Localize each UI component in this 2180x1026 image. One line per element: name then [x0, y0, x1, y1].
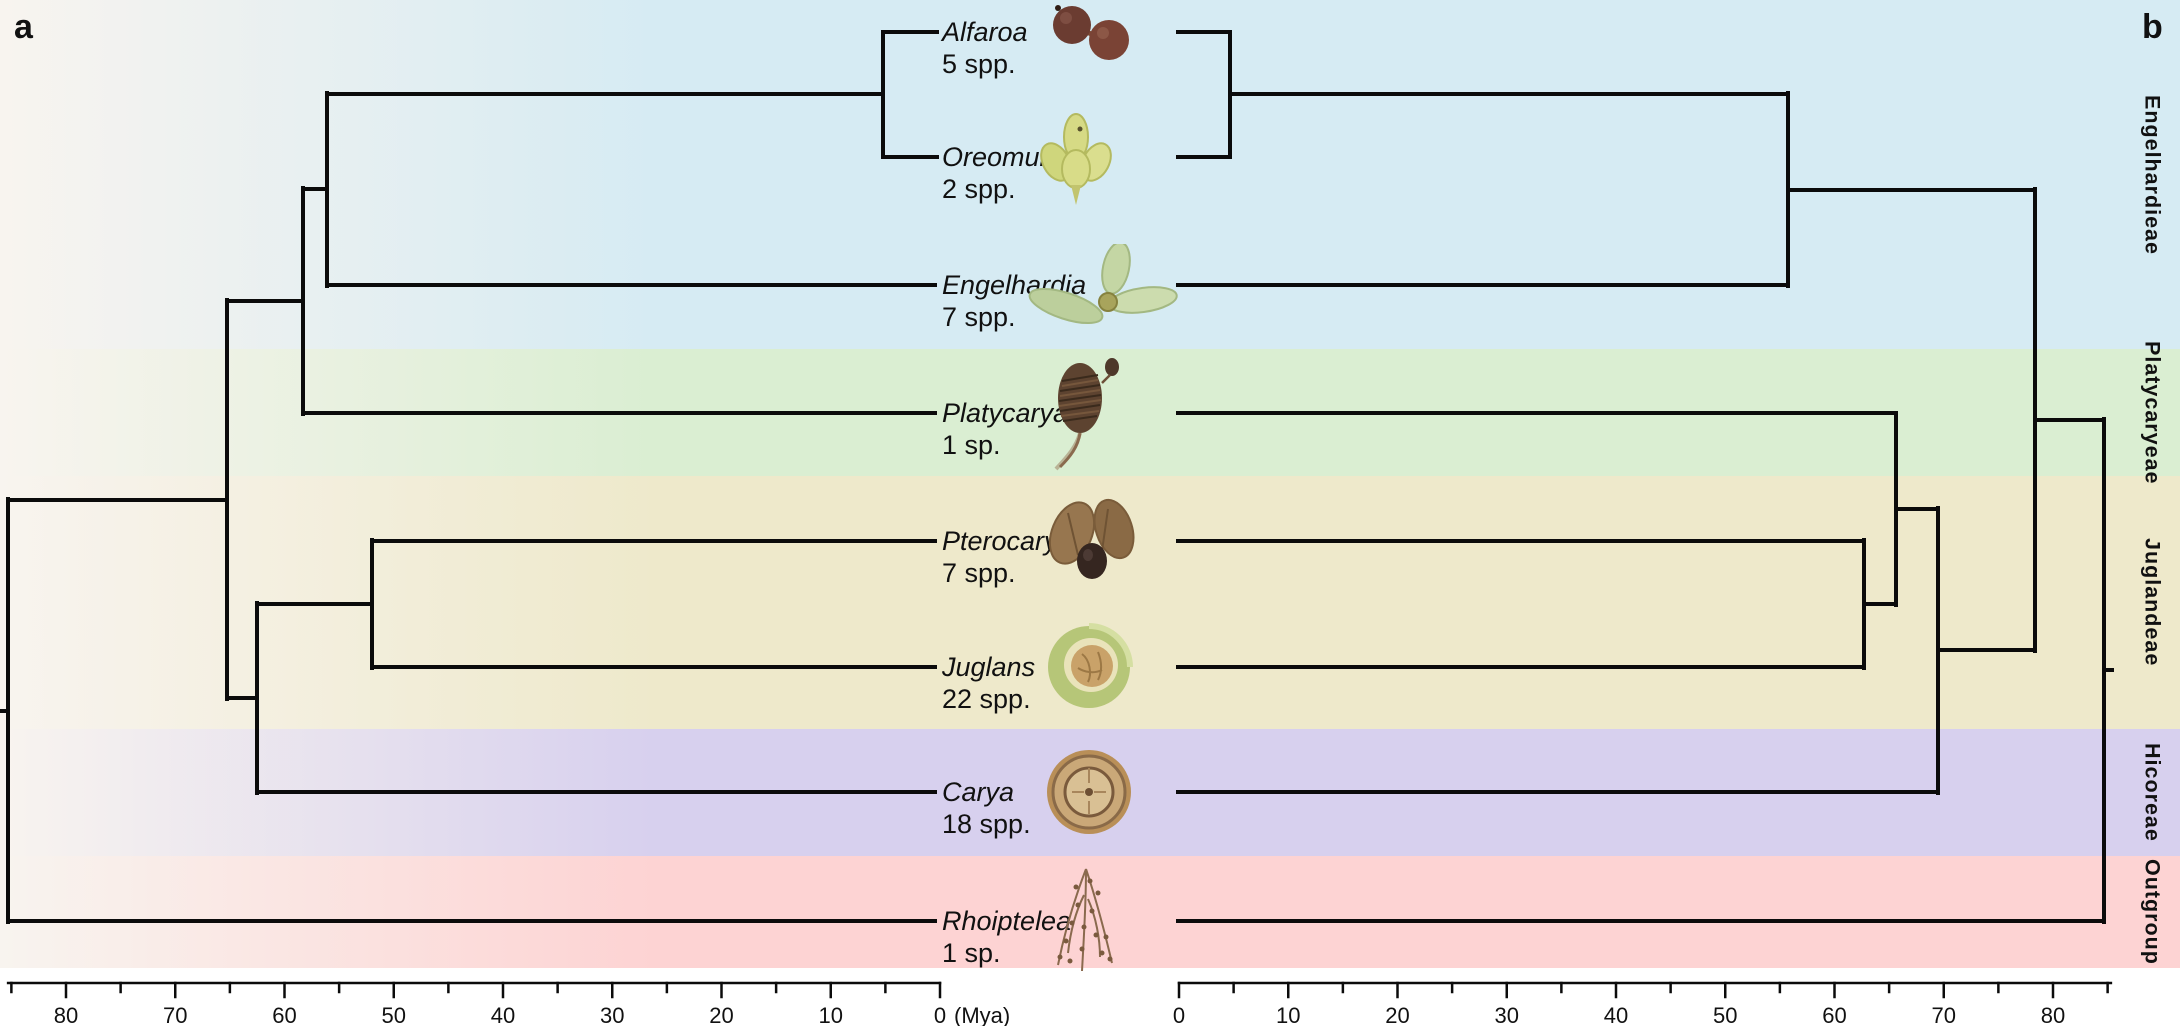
taxon-label-carya: Carya	[942, 777, 1015, 807]
axis-tick-label: 0	[1173, 1003, 1185, 1026]
axis-tick-label: 20	[1385, 1003, 1409, 1026]
axis-tick-label: 80	[54, 1003, 78, 1026]
taxon-label-juglans: Juglans	[942, 652, 1036, 682]
axis-tick-label: 20	[709, 1003, 733, 1026]
taxon-label-rhoiptelea: Rhoiptelea	[942, 906, 1072, 936]
tribe-label-hicoreae: Hicoreae	[2140, 743, 2165, 842]
fruit-icon-pterocarya	[1038, 495, 1148, 592]
species-count-pterocarya: 7 spp.	[942, 558, 1016, 588]
axis-unit-label: (Mya)	[954, 1003, 1010, 1026]
taxon-label-platycarya: Platycarya	[942, 398, 1069, 428]
species-count-juglans: 22 spp.	[942, 684, 1031, 714]
axis-tick-label: 40	[491, 1003, 515, 1026]
taxon-label-alfaroa: Alfaroa	[942, 17, 1028, 47]
axis-tick-label: 30	[600, 1003, 624, 1026]
axis-tick-label: 70	[1932, 1003, 1956, 1026]
axis-tick-label: 60	[1822, 1003, 1846, 1026]
axis-tick-label: 50	[382, 1003, 406, 1026]
fruit-icon-engelhardia	[1028, 241, 1178, 331]
tribe-label-outgroup: Outgroup	[2140, 859, 2165, 965]
axis-tick-label: 70	[163, 1003, 187, 1026]
species-count-carya: 18 spp.	[942, 809, 1031, 839]
time-axis-right: 0 10 20 30 40 50 60 70 80	[1173, 981, 2113, 1026]
axis-tick-label: 30	[1495, 1003, 1519, 1026]
axis-tick-label: 60	[272, 1003, 296, 1026]
tree-panel-b	[1176, 30, 2114, 924]
axis-tick-label: 0	[934, 1003, 946, 1026]
axis-tick-label: 40	[1604, 1003, 1628, 1026]
axis-tick-label: 10	[819, 1003, 843, 1026]
time-axis-left: 80 70 60 50 40 30 20 10 0 (Mya)	[6, 981, 1010, 1026]
axis-tick-label: 80	[2041, 1003, 2065, 1026]
tribe-label-engelhardieae: Engelhardieae	[2140, 94, 2165, 255]
fruit-icon-oreomunnea	[1040, 107, 1112, 212]
species-count-alfaroa: 5 spp.	[942, 49, 1016, 79]
species-count-platycarya: 1 sp.	[942, 430, 1001, 460]
axis-tick-label: 50	[1713, 1003, 1737, 1026]
fruit-icon-rhoiptelea	[1040, 865, 1132, 982]
tribe-label-juglandeae: Juglandeae	[2140, 538, 2165, 667]
species-count-engelhardia: 7 spp.	[942, 302, 1016, 332]
panel-letter-a: a	[14, 8, 33, 46]
species-count-oreomunnea: 2 spp.	[942, 174, 1016, 204]
tree-panel-a	[0, 30, 939, 924]
panel-letter-b: b	[2142, 8, 2163, 46]
species-count-rhoiptelea: 1 sp.	[942, 938, 1001, 968]
fruit-icon-platycarya	[1038, 353, 1130, 478]
fruit-icon-juglans	[1040, 618, 1138, 721]
tribe-label-platycaryeae: Platycaryeae	[2140, 340, 2165, 485]
axis-tick-label: 10	[1276, 1003, 1300, 1026]
fruit-icon-alfaroa	[1042, 2, 1142, 67]
fruit-icon-carya	[1040, 743, 1138, 846]
